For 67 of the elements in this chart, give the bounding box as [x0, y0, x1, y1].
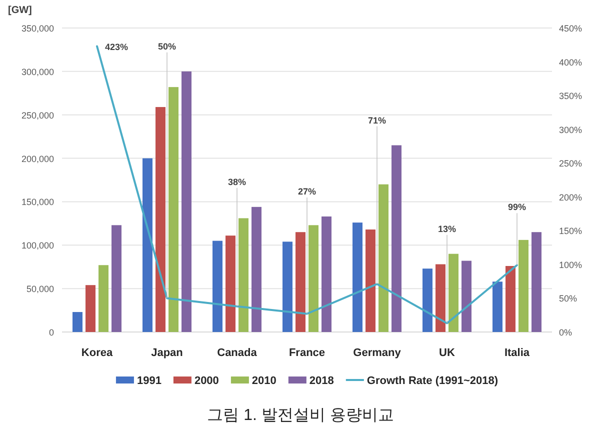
legend-label: 1991: [136, 375, 162, 387]
x-tick-label: UK: [439, 347, 455, 359]
bar: [86, 285, 96, 332]
legend-label: 2000: [194, 375, 219, 387]
y2-tick-label: 0%: [559, 328, 572, 338]
bar: [518, 240, 528, 332]
bar: [532, 232, 542, 332]
bar: [308, 225, 318, 332]
legend-label: 2018: [309, 375, 334, 387]
bar: [422, 268, 432, 332]
bar: [182, 71, 192, 332]
y-tick-label: 0: [48, 328, 54, 338]
bar: [448, 254, 458, 332]
data-label: 13%: [438, 224, 456, 234]
y-tick-label: 50,000: [26, 284, 54, 294]
bar: [112, 225, 122, 332]
y-tick-label: 200,000: [21, 154, 54, 164]
bar: [436, 264, 446, 332]
caption: 그림 1. 발전설비 용량비교: [207, 407, 394, 424]
bar: [226, 236, 236, 332]
bar: [98, 265, 108, 332]
x-tick-label: Italia: [504, 347, 530, 359]
y2-tick-label: 300%: [559, 124, 582, 135]
y2-tick-label: 350%: [559, 91, 582, 102]
bar: [168, 87, 178, 332]
x-tick-label: Canada: [217, 347, 258, 359]
bar: [352, 222, 362, 332]
bar: [392, 145, 402, 332]
data-label: 71%: [368, 115, 386, 126]
y-axis-title: [GW]: [8, 5, 32, 16]
bar: [72, 312, 82, 332]
y2-tick-label: 250%: [559, 158, 582, 169]
bar: [212, 240, 222, 332]
y-tick-label: 250,000: [21, 110, 54, 120]
y2-tick-label: 50%: [559, 294, 578, 304]
legend-label: Growth Rate (1991~2018): [366, 375, 498, 387]
y2-tick-label: 150%: [559, 226, 582, 236]
data-label: 38%: [228, 176, 246, 187]
bar: [506, 266, 516, 332]
x-tick-label: France: [288, 347, 326, 359]
y2-tick-label: 400%: [559, 57, 582, 68]
bar: [142, 158, 152, 332]
y-tick-label: 150,000: [21, 197, 54, 208]
data-label: 27%: [298, 186, 316, 196]
legend-label: 2010: [252, 375, 276, 387]
y2-tick-label: 200%: [559, 192, 582, 202]
data-label: 50%: [158, 41, 176, 52]
bar: [366, 230, 376, 332]
y-tick-label: 350,000: [21, 24, 54, 34]
bar: [282, 242, 292, 332]
bar: [252, 206, 262, 332]
bar: [378, 184, 388, 332]
bar: [462, 260, 472, 332]
bar: [296, 232, 306, 332]
bar: [492, 282, 502, 332]
data-label: 99%: [508, 202, 526, 212]
y-tick-label: 100,000: [21, 240, 54, 251]
x-tick-label: Germany: [353, 347, 402, 359]
x-tick-label: Japan: [151, 347, 184, 359]
bar: [156, 107, 166, 332]
bar: [238, 218, 248, 332]
y-tick-label: 300,000: [21, 66, 54, 77]
data-label: 423%: [105, 42, 128, 52]
x-tick-label: Korea: [81, 347, 114, 359]
y2-tick-label: 100%: [559, 260, 582, 270]
y2-tick-label: 450%: [559, 24, 582, 34]
bar: [322, 216, 332, 332]
